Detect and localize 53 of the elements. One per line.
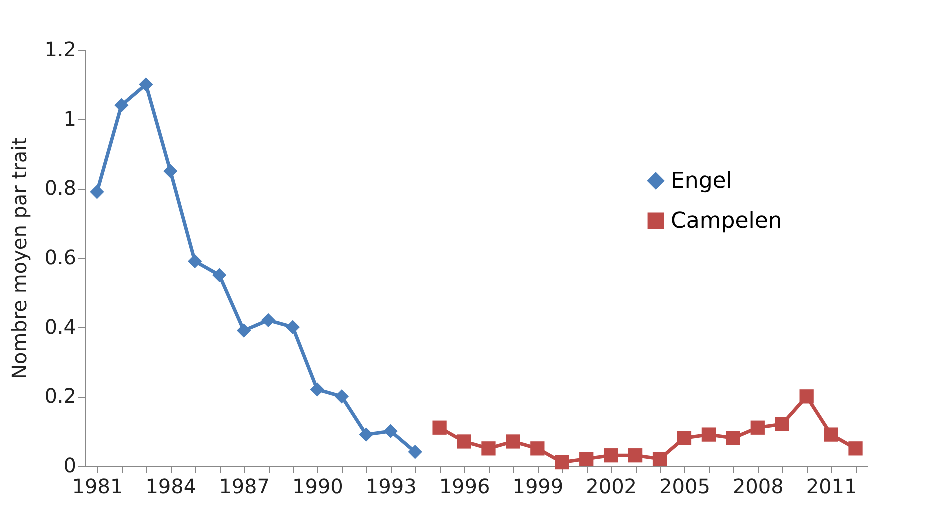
point [482, 442, 496, 456]
point [188, 254, 202, 269]
y-tick-label: 0 [64, 454, 76, 478]
point [457, 434, 472, 449]
point [726, 431, 740, 446]
point [652, 452, 668, 466]
x-tick-label: 2008 [732, 474, 784, 498]
point [432, 420, 447, 435]
x-tick-label: 1990 [292, 474, 344, 498]
point [310, 382, 325, 397]
point [677, 431, 692, 446]
point [164, 164, 178, 178]
point [384, 424, 398, 438]
point [604, 448, 618, 463]
y-tick-label: 0.6 [44, 246, 76, 270]
legend-label: Engel [671, 169, 732, 194]
point [824, 428, 838, 442]
point [775, 417, 790, 432]
point [555, 455, 570, 470]
x-tick-label: 2005 [660, 474, 710, 498]
point [359, 428, 374, 442]
point [530, 442, 545, 456]
point [90, 185, 104, 200]
x-tick-label: 1999 [512, 474, 564, 498]
y-tick-label: 0.4 [44, 314, 76, 339]
point [408, 445, 422, 460]
point [750, 420, 765, 435]
x-tick-label: 1984 [146, 474, 197, 498]
x-tick-label: 1993 [366, 474, 417, 498]
point [506, 434, 520, 449]
y-tick-label: 1.2 [44, 38, 76, 62]
point [236, 324, 252, 338]
legend-label: Campelen [671, 209, 782, 234]
x-tick-label: 1996 [439, 474, 490, 498]
point [261, 313, 276, 328]
x-tick-label: 1987 [219, 474, 270, 498]
point [800, 390, 814, 404]
point [286, 320, 300, 334]
point [702, 428, 716, 442]
x-tick-label: 1981 [72, 474, 124, 498]
x-tick-label: 2002 [586, 474, 638, 498]
point [848, 442, 863, 456]
point [580, 452, 594, 466]
point [334, 390, 349, 404]
point [212, 268, 227, 282]
y-tick-label: 0.8 [44, 176, 76, 200]
x-tick-label: 2011 [806, 474, 858, 498]
point [114, 98, 129, 113]
point [139, 78, 154, 92]
y-tick-label: 0.2 [44, 384, 76, 408]
y-tick-label: 1 [64, 106, 76, 131]
y-axis-title: Nombre moyen par trait [8, 137, 32, 380]
point [628, 448, 643, 463]
